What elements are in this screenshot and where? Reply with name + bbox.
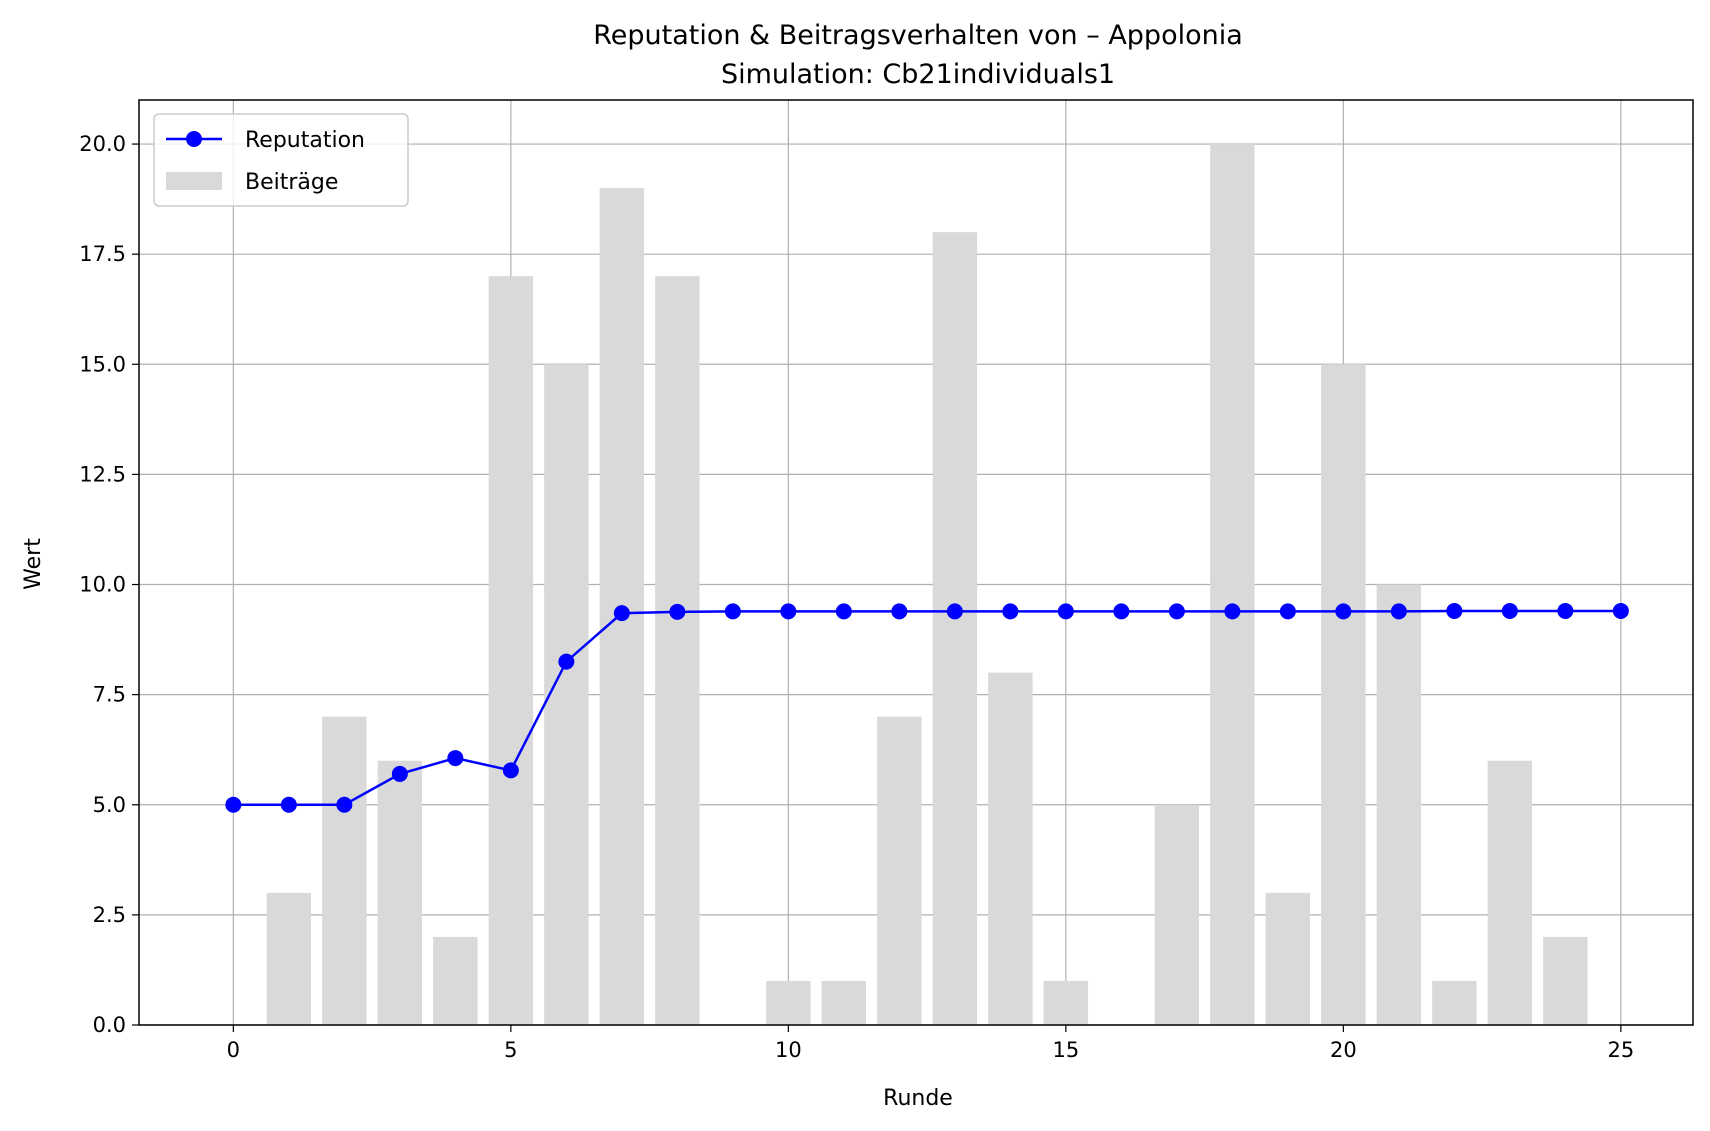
y-tick-label: 15.0: [79, 352, 126, 376]
bar: [1154, 804, 1200, 1025]
x-tick-label: 20: [1330, 1038, 1357, 1062]
bar: [821, 980, 867, 1025]
legend-reputation-marker: [186, 131, 202, 147]
reputation-point: [1557, 602, 1574, 619]
x-tick-label: 5: [504, 1038, 517, 1062]
y-tick-label: 7.5: [93, 683, 126, 707]
axes: 0 5 10 15 20 25 0.0 2.5 5.0 7.5 10.0 12.5 15.0 17.5 20…: [79, 99, 1694, 1062]
chart-title: Reputation & Beitragsverhalten von – App…: [593, 20, 1243, 51]
x-axis-label: Runde: [883, 1086, 953, 1111]
reputation-point: [1446, 602, 1463, 619]
reputation-point: [391, 765, 408, 782]
reputation-point: [225, 796, 242, 813]
bar: [266, 892, 312, 1025]
y-tick-label: 17.5: [79, 242, 126, 266]
plot-frame: [138, 99, 1694, 1026]
bar: [1210, 144, 1255, 1026]
y-axis-label: Wert: [21, 538, 46, 590]
reputation-point: [1057, 603, 1074, 620]
reputation-point: [1224, 603, 1241, 620]
bar: [1487, 760, 1533, 1025]
reputation-point: [1335, 603, 1352, 620]
reputation-point: [613, 605, 630, 622]
reputation-point: [1612, 602, 1629, 619]
legend-beitraege-swatch: [166, 172, 222, 190]
chart-subtitle: Simulation: Cb21individuals1: [721, 59, 1115, 90]
bar: [932, 232, 978, 1026]
bar: [1321, 364, 1366, 1025]
reputation-point: [336, 796, 353, 813]
x-tick-label: 25: [1607, 1038, 1634, 1062]
bar: [655, 276, 700, 1025]
reputation-point: [669, 603, 686, 620]
bar: [433, 936, 478, 1025]
reputation-point: [1168, 603, 1185, 620]
x-tick-label: 15: [1052, 1038, 1079, 1062]
y-tick-label: 12.5: [79, 462, 126, 486]
bar: [1376, 584, 1422, 1025]
bar: [1432, 980, 1477, 1025]
legend-beitraege-label: Beiträge: [245, 170, 338, 195]
bar: [988, 672, 1033, 1025]
line-series: [225, 602, 1629, 813]
bar-series: [266, 144, 1588, 1026]
bar: [322, 716, 367, 1025]
reputation-point: [1279, 603, 1296, 620]
reputation-point: [780, 603, 797, 620]
legend: Reputation Beiträge: [153, 113, 409, 207]
reputation-line: [233, 609, 1621, 807]
reputation-point: [1113, 603, 1130, 620]
reputation-point: [1501, 602, 1518, 619]
bar: [377, 760, 423, 1025]
bar: [488, 276, 534, 1025]
reputation-point: [1390, 603, 1407, 620]
y-tick-label: 0.0: [93, 1013, 126, 1037]
bar: [877, 716, 922, 1025]
bar: [1265, 892, 1311, 1025]
y-tick-label: 2.5: [93, 903, 126, 927]
bar: [544, 364, 589, 1025]
reputation-point: [558, 653, 575, 670]
bar: [1543, 936, 1588, 1025]
grid: [139, 100, 1693, 1026]
y-tick-label: 10.0: [79, 573, 126, 597]
x-tick-label: 10: [775, 1038, 802, 1062]
bar: [1043, 980, 1089, 1025]
legend-reputation-label: Reputation: [245, 128, 365, 153]
reputation-point: [891, 603, 908, 620]
reputation-point: [946, 603, 963, 620]
y-tick-label: 5.0: [93, 793, 126, 817]
reputation-point: [280, 796, 297, 813]
reputation-point: [502, 762, 519, 779]
bar: [766, 980, 811, 1025]
reputation-point: [835, 603, 852, 620]
x-tick-label: 0: [227, 1038, 240, 1062]
reputation-point: [447, 750, 464, 767]
y-tick-label: 20.0: [79, 132, 126, 156]
reputation-point: [724, 603, 741, 620]
reputation-point: [1002, 603, 1019, 620]
